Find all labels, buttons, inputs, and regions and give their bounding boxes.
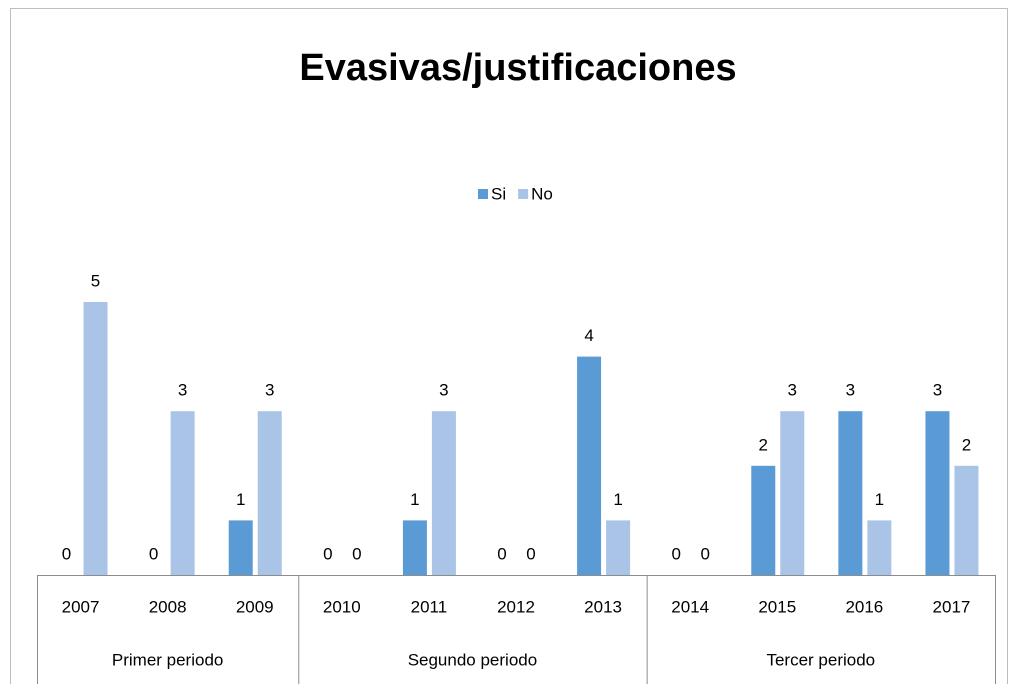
- bar: [954, 465, 979, 575]
- bar: [402, 520, 427, 575]
- data-label: 3: [933, 381, 942, 400]
- data-label: 3: [178, 381, 187, 400]
- bar: [170, 411, 195, 575]
- data-label: 3: [265, 381, 274, 400]
- data-label: 0: [62, 544, 71, 563]
- data-label: 0: [526, 544, 535, 563]
- bar: [751, 465, 776, 575]
- legend-label: Si: [491, 184, 506, 203]
- legend-swatch: [518, 189, 529, 199]
- x-tick-label: 2012: [497, 597, 535, 616]
- legend-swatch: [478, 189, 488, 199]
- x-tick-label: 2009: [236, 597, 274, 616]
- data-label: 3: [439, 381, 448, 400]
- data-label: 5: [91, 271, 100, 290]
- x-tick-label: 2016: [845, 597, 883, 616]
- data-label: 0: [671, 544, 680, 563]
- bar: [867, 520, 892, 575]
- bar: [780, 411, 805, 575]
- bar: [83, 302, 108, 575]
- data-label: 0: [149, 544, 158, 563]
- bar: [431, 411, 456, 575]
- data-label: 0: [497, 544, 506, 563]
- legend-label: No: [531, 184, 553, 203]
- x-tick-label: 2013: [584, 597, 622, 616]
- group-label: Primer periodo: [112, 650, 224, 669]
- data-label: 1: [613, 490, 622, 509]
- data-label: 3: [846, 381, 855, 400]
- x-tick-label: 2014: [671, 597, 709, 616]
- x-tick-label: 2007: [62, 597, 100, 616]
- x-tick-label: 2008: [149, 597, 187, 616]
- bar: [257, 411, 282, 575]
- bar: [228, 520, 253, 575]
- data-label: 0: [700, 544, 709, 563]
- data-label: 0: [352, 544, 361, 563]
- chart-frame: [10, 8, 1008, 689]
- x-tick-label: 2011: [411, 597, 448, 616]
- x-tick-label: 2015: [758, 597, 796, 616]
- group-label: Tercer periodo: [766, 650, 875, 669]
- bar: [577, 356, 602, 575]
- bar: [925, 411, 950, 575]
- data-label: 2: [759, 435, 768, 454]
- bar: [606, 520, 631, 575]
- group-label: Segundo periodo: [408, 650, 538, 669]
- data-label: 3: [788, 381, 797, 400]
- bar: [838, 411, 863, 575]
- data-label: 2: [962, 435, 971, 454]
- data-label: 1: [410, 490, 419, 509]
- data-label: 4: [584, 326, 593, 345]
- data-label: 1: [875, 490, 884, 509]
- x-tick-label: 2010: [323, 597, 361, 616]
- chart-title: Evasivas/justificaciones: [299, 47, 736, 89]
- data-label: 0: [323, 544, 332, 563]
- data-label: 1: [236, 490, 245, 509]
- x-tick-label: 2017: [933, 597, 971, 616]
